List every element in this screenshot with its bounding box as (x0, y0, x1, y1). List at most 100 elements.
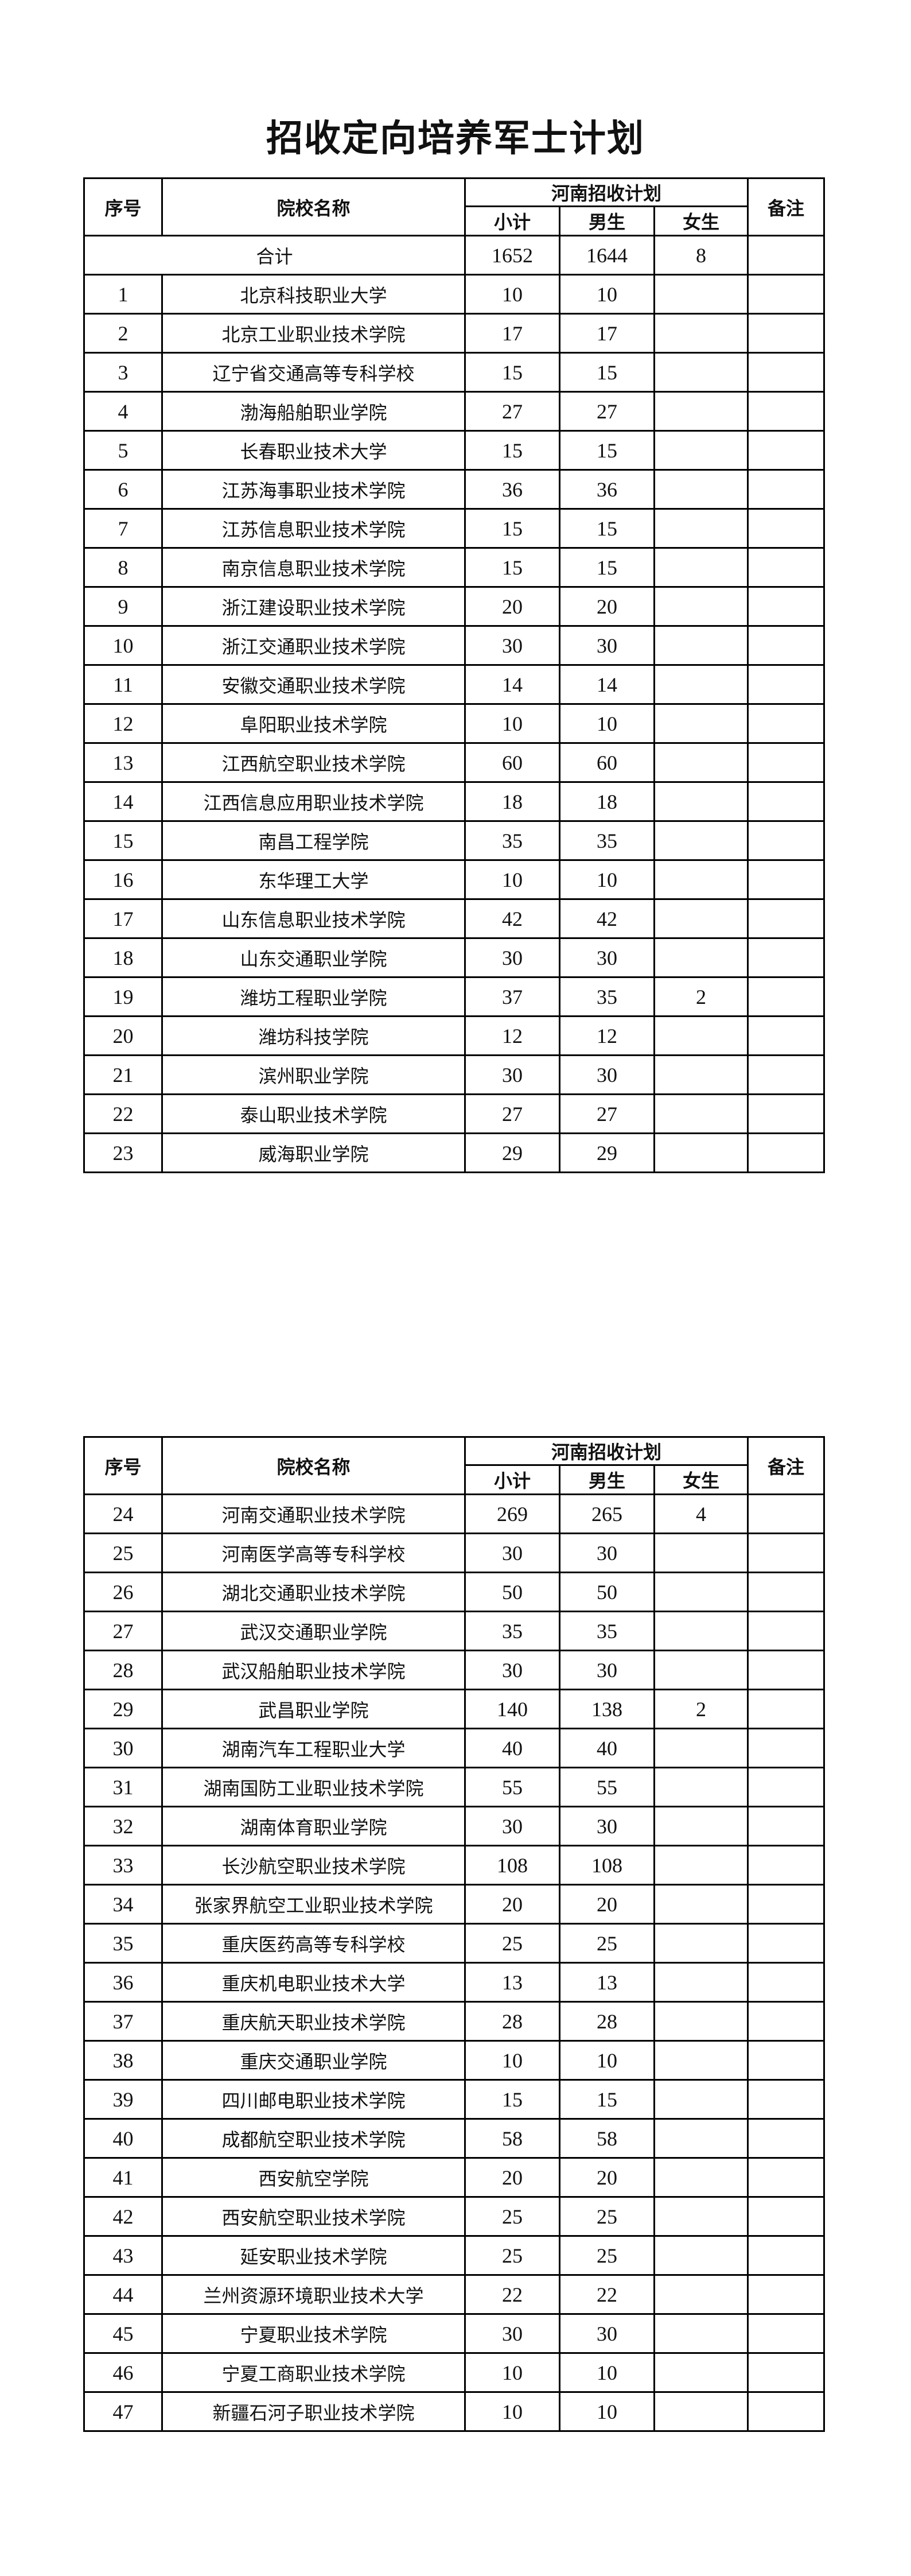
female-count (653, 1806, 749, 1846)
school-name: 渤海船舶职业学院 (161, 391, 466, 432)
table-row: 31 湖南国防工业职业技术学院 55 55 (83, 1767, 826, 1807)
header-male: 男生 (559, 205, 655, 236)
school-name: 成都航空职业技术学院 (161, 2118, 466, 2159)
male-count: 30 (559, 1533, 655, 1573)
school-name: 河南交通职业技术学院 (161, 1493, 466, 1534)
row-no: 15 (83, 820, 163, 861)
male-count: 265 (559, 1493, 655, 1534)
row-no: 29 (83, 1689, 163, 1729)
row-no: 14 (83, 781, 163, 822)
male-count: 17 (559, 313, 655, 354)
female-count (653, 1767, 749, 1807)
row-no: 43 (83, 2235, 163, 2276)
subtotal: 10 (464, 703, 560, 744)
row-no: 1 (83, 274, 163, 315)
subheader-row: 小计 男生 女生 (84, 205, 824, 236)
table-row: 9 浙江建设职业技术学院 20 20 (83, 586, 826, 627)
male-count: 20 (559, 586, 655, 627)
row-no: 41 (83, 2157, 163, 2198)
school-name: 江苏信息职业技术学院 (161, 508, 466, 549)
female-count (653, 898, 749, 939)
table-row: 47 新疆石河子职业技术学院 10 10 (83, 2391, 826, 2432)
female-count (653, 2235, 749, 2276)
school-name: 潍坊工程职业学院 (161, 976, 466, 1017)
school-name: 河南医学高等专科学校 (161, 1533, 466, 1573)
male-count: 30 (559, 937, 655, 978)
school-name: 西安航空学院 (161, 2157, 466, 2198)
total-note (747, 235, 826, 276)
male-count: 35 (559, 1611, 655, 1651)
female-count (653, 2118, 749, 2159)
subtotal: 20 (464, 2157, 560, 2198)
plan-table-2: 序号 院校名称 河南招收计划 备注 小计 男生 女生 24 河南交通职业技术学院 2… (83, 1436, 826, 2432)
subtotal: 15 (464, 352, 560, 393)
subtotal: 35 (464, 820, 560, 861)
row-no: 37 (83, 2001, 163, 2042)
table-row: 5 长春职业技术大学 15 15 (83, 430, 826, 471)
female-count (653, 430, 749, 471)
male-count: 30 (559, 625, 655, 666)
note (747, 1728, 826, 1768)
note (747, 1533, 826, 1573)
female-count (653, 1054, 749, 1095)
school-name: 湖南国防工业职业技术学院 (161, 1767, 466, 1807)
table-row: 24 河南交通职业技术学院 269 265 4 (83, 1493, 826, 1534)
school-name: 武汉交通职业学院 (161, 1611, 466, 1651)
table-row: 16 东华理工大学 10 10 (83, 859, 826, 900)
note (747, 313, 826, 354)
male-count: 50 (559, 1572, 655, 1612)
row-no: 8 (83, 547, 163, 588)
table-row: 35 重庆医药高等专科学校 25 25 (83, 1923, 826, 1964)
subtotal: 30 (464, 937, 560, 978)
female-count (653, 2196, 749, 2237)
note (747, 508, 826, 549)
female-count (653, 2079, 749, 2120)
subtotal: 20 (464, 586, 560, 627)
table-row: 10 浙江交通职业技术学院 30 30 (83, 625, 826, 666)
male-count: 20 (559, 2157, 655, 2198)
male-count: 25 (559, 1923, 655, 1964)
male-count: 15 (559, 352, 655, 393)
header-row: 序号 院校名称 河南招收计划 备注 (83, 177, 826, 236)
male-count: 35 (559, 820, 655, 861)
female-count (653, 1845, 749, 1886)
row-no: 36 (83, 1962, 163, 2003)
female-count (653, 1650, 749, 1690)
school-name: 东华理工大学 (161, 859, 466, 900)
table-row: 43 延安职业技术学院 25 25 (83, 2235, 826, 2276)
row-no: 24 (83, 1493, 163, 1534)
subtotal: 27 (464, 1093, 560, 1134)
table-row: 15 南昌工程学院 35 35 (83, 820, 826, 861)
male-count: 30 (559, 1650, 655, 1690)
female-count (653, 547, 749, 588)
female-count: 2 (653, 1689, 749, 1729)
note (747, 937, 826, 978)
header-female: 女生 (653, 1464, 749, 1495)
table-row: 3 辽宁省交通高等专科学校 15 15 (83, 352, 826, 393)
header-note: 备注 (747, 1436, 826, 1495)
note (747, 2352, 826, 2393)
header-male: 男生 (559, 1464, 655, 1495)
subtotal: 12 (464, 1015, 560, 1056)
header-row: 序号 院校名称 河南招收计划 备注 (83, 1436, 826, 1495)
note (747, 1962, 826, 2003)
male-count: 15 (559, 430, 655, 471)
header-school: 院校名称 (161, 177, 466, 236)
subtotal: 13 (464, 1962, 560, 2003)
female-count (653, 1728, 749, 1768)
male-count: 30 (559, 1054, 655, 1095)
male-count: 25 (559, 2235, 655, 2276)
subtotal: 30 (464, 625, 560, 666)
table-row: 1 北京科技职业大学 10 10 (83, 274, 826, 315)
subtotal: 108 (464, 1845, 560, 1886)
female-count (653, 820, 749, 861)
subtotal: 28 (464, 2001, 560, 2042)
table-row: 44 兰州资源环境职业技术大学 22 22 (83, 2274, 826, 2315)
table-row: 22 泰山职业技术学院 27 27 (83, 1093, 826, 1134)
note (747, 2274, 826, 2315)
subtotal: 15 (464, 430, 560, 471)
row-no: 17 (83, 898, 163, 939)
note (747, 352, 826, 393)
subtotal: 37 (464, 976, 560, 1017)
male-count: 14 (559, 664, 655, 705)
